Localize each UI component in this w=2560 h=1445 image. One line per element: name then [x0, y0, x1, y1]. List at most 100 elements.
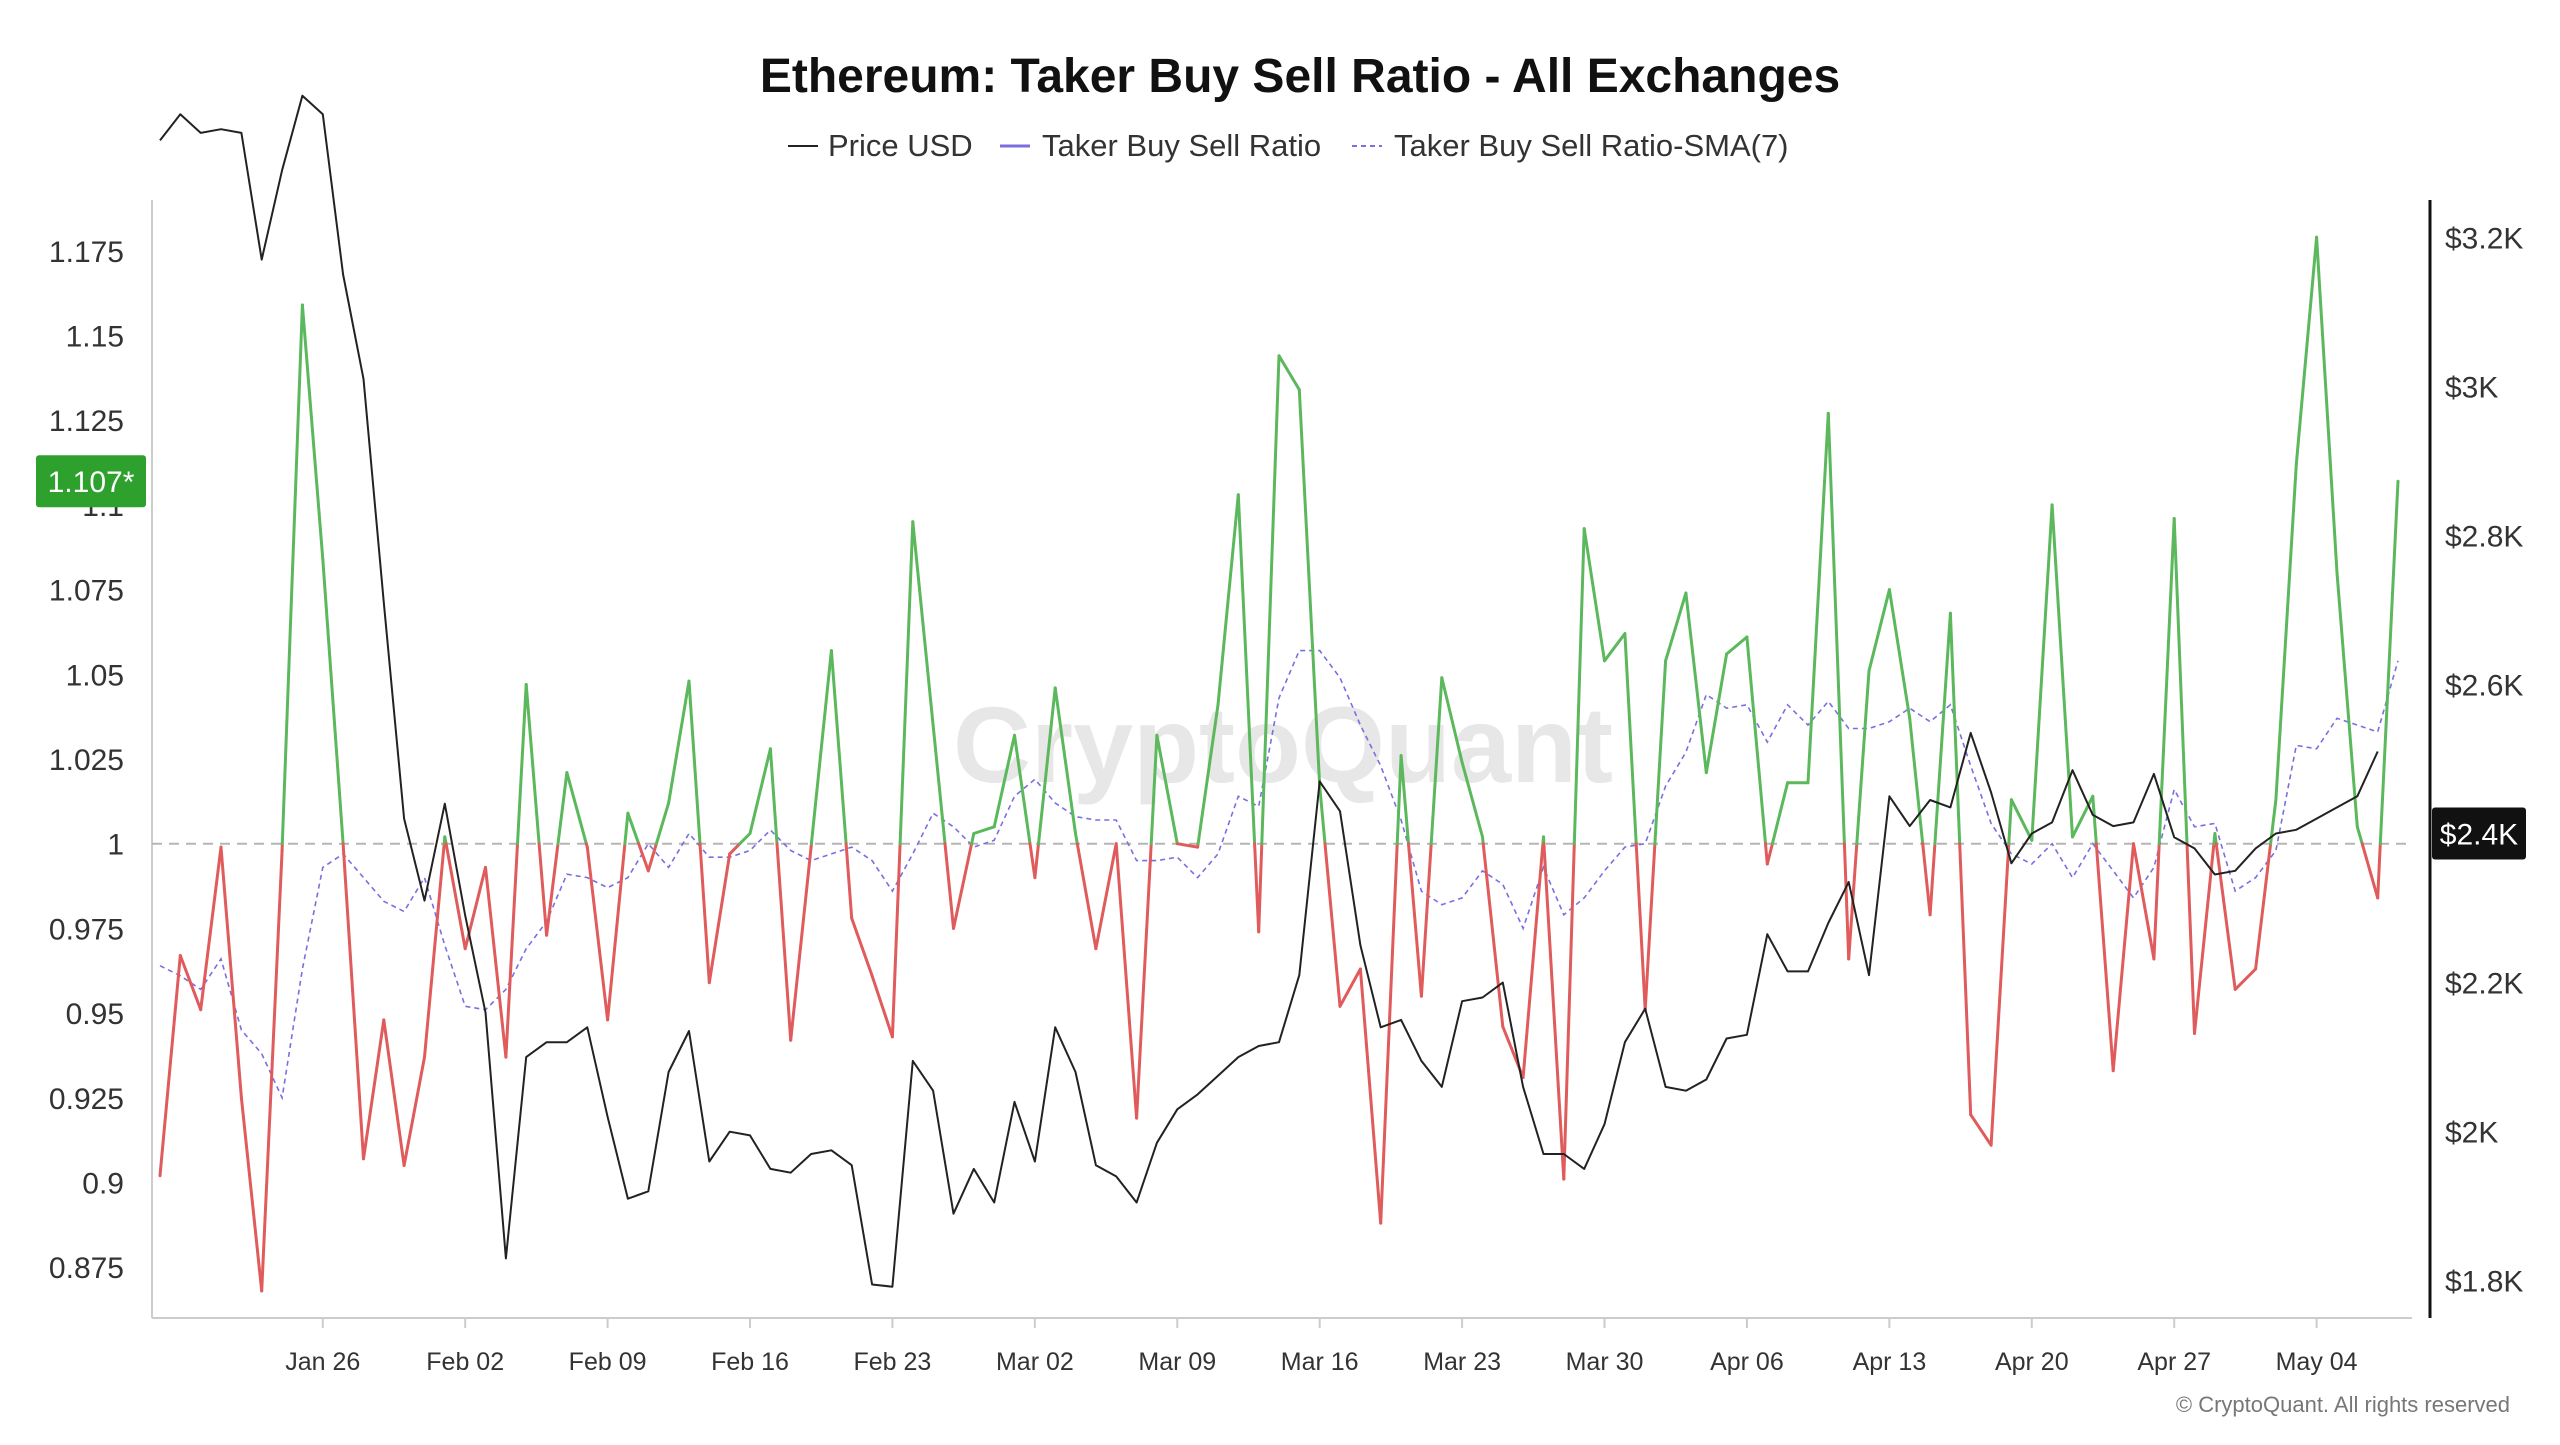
ratio-segment	[2096, 844, 2113, 1071]
ratio-segment	[1930, 844, 1935, 915]
ratio-segment	[486, 867, 506, 1057]
ratio-segment	[323, 559, 343, 844]
ratio-segment	[518, 685, 527, 844]
ratio-segment	[1857, 671, 1869, 844]
ratio-segment	[2357, 827, 2362, 844]
x-tick-label: Mar 30	[1566, 1348, 1644, 1376]
ratio-segment	[404, 1057, 424, 1165]
ratio-segment	[872, 976, 892, 1037]
legend-item-sma[interactable]: Taker Buy Sell Ratio-SMA(7)	[1352, 128, 1789, 163]
ratio-segment	[2216, 844, 2235, 990]
x-tick-label: Feb 16	[711, 1348, 789, 1376]
ratio-segment	[2378, 844, 2381, 898]
x-tick-label: Apr 13	[1853, 1348, 1927, 1376]
ratio-segment	[1808, 413, 1828, 782]
ratio-segment	[669, 681, 689, 803]
ratio-segment	[1645, 844, 1655, 1010]
ratio-segment	[972, 834, 974, 844]
copyright-text: © CryptoQuant. All rights reserved	[2176, 1392, 2510, 1417]
ratio-segment	[2154, 844, 2159, 959]
ratio-segment	[343, 844, 363, 1159]
ratio-segment	[241, 1098, 261, 1291]
ratio-segment	[689, 681, 700, 844]
x-tick-label: Mar 16	[1281, 1348, 1359, 1376]
ratio-segment	[1584, 529, 1604, 661]
ratio-segment	[364, 1020, 384, 1159]
ratio-segment	[1605, 634, 1625, 661]
right-tick-label: $2K	[2445, 1117, 2498, 1150]
ratio-segment	[1828, 413, 1844, 843]
x-tick-label: Feb 02	[426, 1348, 504, 1376]
left-tick-label: 1.025	[49, 744, 124, 777]
ratio-segment	[791, 847, 811, 1040]
ratio-segment	[2113, 844, 2133, 1071]
ratio-segment	[954, 844, 972, 929]
legend-item-ratio[interactable]: Taker Buy Sell Ratio	[1000, 128, 1321, 163]
chart-title: Ethereum: Taker Buy Sell Ratio - All Exc…	[760, 50, 1840, 103]
ratio-segment	[547, 844, 558, 936]
ratio-segment	[1686, 593, 1706, 773]
ratio-segment	[1727, 637, 1747, 654]
ratio-segment	[201, 847, 221, 1010]
ratio-segment	[625, 813, 628, 844]
ratio-segment	[1544, 844, 1564, 1179]
ratio-segment	[2215, 834, 2216, 844]
right-axis-ticks: $1.8K$2K$2.2K$2.4K$2.6K$2.8K$3K$3.2K	[2445, 222, 2523, 1298]
ratio-segment	[2235, 969, 2255, 989]
x-tick-label: Mar 02	[996, 1348, 1074, 1376]
ratio-segment	[1259, 844, 1262, 932]
ratio-segment	[1035, 844, 1039, 878]
ratio-segment	[2337, 573, 2357, 827]
left-tick-label: 0.875	[49, 1252, 124, 1285]
price-current-label: $2.4K	[2440, 819, 2518, 852]
legend-label-sma: Taker Buy Sell Ratio-SMA(7)	[1394, 128, 1789, 163]
ratio-segment	[639, 844, 649, 871]
ratio-segment	[1935, 613, 1951, 843]
ratio-segment	[846, 844, 852, 919]
ratio-segment	[1991, 844, 2009, 1145]
ratio-segment	[2317, 237, 2337, 572]
ratio-segment	[1076, 834, 1078, 844]
ratio-segment	[221, 847, 241, 1098]
ratio-segment	[945, 844, 954, 929]
ratio-segment	[974, 827, 994, 834]
ratio-segment	[2009, 800, 2012, 844]
left-tick-label: 1.15	[66, 321, 124, 354]
ratio-segment	[1636, 844, 1645, 1010]
ratio-segment	[1077, 844, 1096, 949]
ratio-segment	[2052, 505, 2072, 837]
ratio-segment	[1564, 844, 1575, 1179]
ratio-segment	[1960, 844, 1971, 1115]
left-tick-label: 0.975	[49, 913, 124, 946]
ratio-segment	[2032, 505, 2052, 840]
ratio-segment	[1889, 590, 1909, 719]
x-tick-label: Apr 27	[2137, 1348, 2211, 1376]
ratio-segment	[2011, 800, 2031, 841]
x-tick-label: Apr 06	[1710, 1348, 1784, 1376]
ratio-segment	[282, 305, 302, 844]
ratio-segment	[1706, 654, 1726, 773]
x-tick-label: May 04	[2276, 1348, 2358, 1376]
ratio-segment	[2134, 844, 2154, 959]
right-tick-label: $3K	[2445, 371, 2498, 404]
ratio-segment	[2093, 796, 2097, 843]
ratio-segment	[1971, 1115, 1991, 1146]
ratio-segment	[1137, 844, 1152, 1118]
right-tick-label: $2.2K	[2445, 968, 2523, 1001]
ratio-segment	[1360, 969, 1380, 1223]
legend-item-price[interactable]: Price USD	[788, 128, 973, 163]
ratio-segment	[709, 854, 729, 983]
ratio-segment	[892, 844, 900, 1037]
ratio-segment	[700, 844, 709, 983]
ratio-segment	[1523, 844, 1543, 1078]
ratio-segment	[2187, 844, 2195, 1034]
ratio-segment	[1747, 637, 1766, 844]
ratio-segment	[425, 844, 445, 1057]
left-tick-label: 0.925	[49, 1083, 124, 1116]
ratio-segment	[1218, 495, 1238, 705]
ratio-segment	[302, 305, 322, 559]
ratio-segment	[539, 844, 547, 936]
x-tick-label: Feb 23	[853, 1348, 931, 1376]
left-tick-label: 1.125	[49, 405, 124, 438]
